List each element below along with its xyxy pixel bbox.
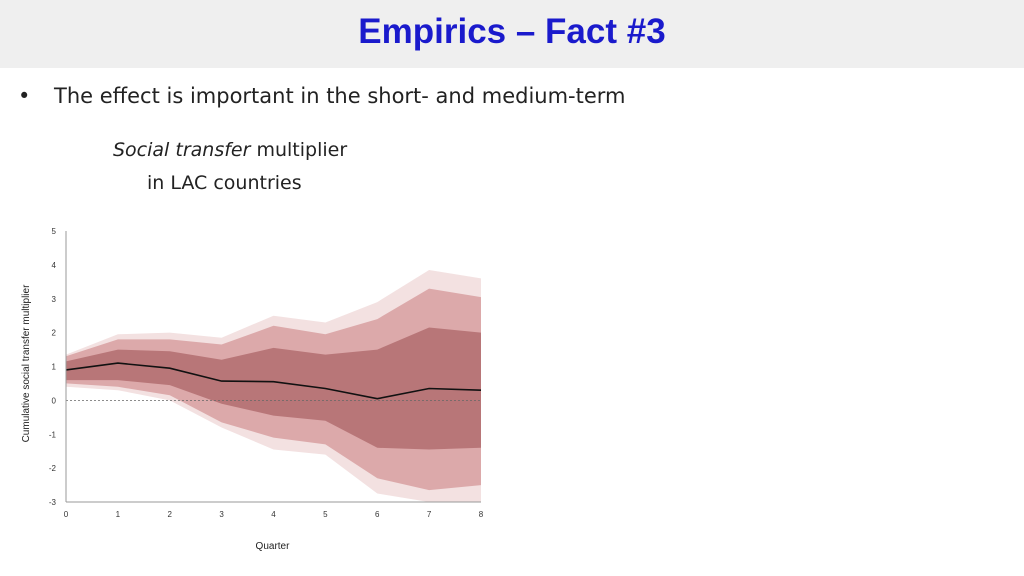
slide-header (0, 0, 1024, 68)
x-axis-title: Quarter (256, 541, 291, 552)
x-tick-label: 2 (168, 510, 173, 519)
x-tick-label: 4 (271, 510, 276, 519)
multiplier-chart: 5 4 3 2 1 0 -1 -2 -3 0 1 2 3 4 5 6 7 8 Cumulative social… (21, 227, 484, 552)
band-inner (66, 327, 481, 450)
subtitle-line2: in LAC countries (147, 172, 302, 194)
slide-title: Empirics – Fact #3 (358, 12, 666, 51)
bullet-dot-icon: • (18, 84, 31, 108)
x-tick-label: 3 (219, 510, 224, 519)
chart-subtitle: Social transfer multiplier in LAC countr… (113, 134, 373, 200)
y-tick-label: 1 (52, 363, 57, 372)
y-axis-title: Cumulative social transfer multiplier (21, 284, 32, 443)
confidence-bands (66, 270, 481, 502)
y-tick-labels: 5 4 3 2 1 0 -1 -2 -3 (49, 227, 57, 507)
x-tick-label: 7 (427, 510, 432, 519)
y-tick-label: 0 (52, 396, 57, 405)
bullet-text: The effect is important in the short- an… (54, 84, 626, 108)
x-tick-label: 6 (375, 510, 380, 519)
y-tick-label: 2 (52, 329, 57, 338)
y-tick-label: 5 (52, 227, 57, 236)
subtitle-italic: Social transfer (113, 139, 251, 161)
subtitle-rest: multiplier (250, 139, 348, 161)
y-tick-label: -2 (49, 464, 57, 473)
x-tick-labels: 0 1 2 3 4 5 6 7 8 (64, 510, 484, 519)
series-line (65, 362, 482, 400)
bullet-point: • The effect is important in the short- a… (18, 84, 626, 108)
x-tick-label: 8 (479, 510, 484, 519)
x-tick-label: 5 (323, 510, 328, 519)
x-tick-label: 1 (116, 510, 121, 519)
y-tick-label: 3 (52, 295, 57, 304)
x-tick-label: 0 (64, 510, 69, 519)
y-tick-label: -3 (49, 498, 57, 507)
y-tick-label: 4 (52, 261, 57, 270)
y-tick-label: -1 (49, 430, 57, 439)
